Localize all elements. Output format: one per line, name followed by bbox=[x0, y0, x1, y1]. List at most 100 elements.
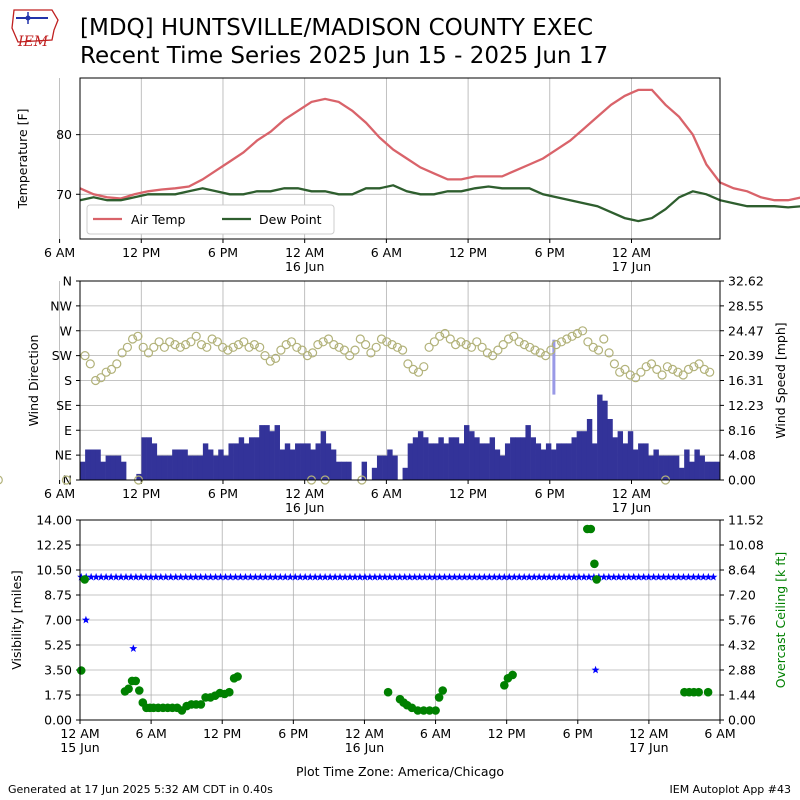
ceiling-point bbox=[80, 575, 89, 584]
wind-direction-point bbox=[128, 334, 138, 344]
wind-direction-point bbox=[599, 334, 609, 344]
wind-speed-bar bbox=[284, 443, 291, 480]
wind-direction-point bbox=[667, 364, 678, 374]
wind-speed-bar bbox=[151, 443, 158, 480]
wind-speed-bar bbox=[602, 400, 608, 480]
visibility-tick-label: 12.25 bbox=[36, 538, 72, 553]
wind-speed-bar bbox=[182, 449, 188, 480]
visibility-point bbox=[281, 572, 290, 581]
wind-direction-point bbox=[540, 351, 551, 361]
x-tick-label: 6 PM bbox=[278, 726, 308, 741]
visibility-point bbox=[614, 572, 623, 581]
wind-speed-tick-label: 4.08 bbox=[728, 448, 756, 463]
wind-speed-bar bbox=[714, 461, 721, 480]
wind-speed-bar bbox=[387, 449, 393, 480]
wind-speed-bar bbox=[202, 443, 209, 480]
wind-speed-bar bbox=[259, 425, 265, 480]
visibility-point bbox=[92, 572, 101, 581]
visibility-point bbox=[405, 572, 414, 581]
y-axis-label-left: Visibility [miles] bbox=[9, 570, 24, 669]
wind-direction-point bbox=[170, 340, 180, 350]
wind-direction-point bbox=[106, 364, 117, 374]
wind-speed-bar bbox=[90, 449, 96, 480]
visibility-point bbox=[306, 572, 315, 581]
ceiling-point bbox=[124, 684, 133, 694]
wind-speed-bar bbox=[689, 461, 695, 480]
wind-direction-point bbox=[466, 342, 477, 352]
wind-direction-point bbox=[398, 345, 408, 355]
visibility-point bbox=[490, 572, 499, 581]
wind-speed-tick-label: 32.62 bbox=[728, 274, 764, 289]
x-tick-label: 12 PM bbox=[449, 245, 487, 260]
visibility-point bbox=[122, 572, 130, 581]
wind-speed-bar bbox=[346, 461, 352, 480]
visibility-point bbox=[81, 615, 90, 624]
wind-speed-tick-label: 24.47 bbox=[728, 323, 764, 338]
visibility-point bbox=[236, 572, 245, 581]
wind-direction-point bbox=[451, 340, 461, 350]
wind-speed-tick-label: 16.31 bbox=[728, 373, 764, 388]
ceiling-point bbox=[438, 686, 448, 695]
wind-direction-point bbox=[191, 331, 201, 341]
wind-direction-point bbox=[339, 345, 349, 355]
visibility-point bbox=[221, 572, 230, 581]
visibility-point bbox=[699, 572, 708, 581]
visibility-point bbox=[619, 572, 628, 581]
visibility-point bbox=[206, 572, 215, 581]
wind-direction-point bbox=[276, 345, 286, 355]
visibility-point bbox=[579, 572, 588, 581]
visibility-point bbox=[326, 572, 335, 581]
y-axis-label-left: Wind Direction bbox=[26, 335, 41, 427]
visibility-point bbox=[550, 572, 559, 581]
ceiling-point bbox=[592, 575, 601, 584]
wind-direction-point bbox=[143, 348, 154, 358]
wind-direction-point bbox=[525, 342, 535, 352]
visibility-point bbox=[415, 572, 424, 581]
x-tick-label: 12 PM bbox=[122, 245, 160, 260]
visibility-point bbox=[515, 572, 524, 581]
x-tick-sublabel: 17 Jun bbox=[629, 740, 668, 755]
wind-speed-tick-label: 20.39 bbox=[728, 348, 764, 363]
visibility-point bbox=[604, 572, 613, 581]
ceiling-point bbox=[135, 686, 144, 695]
visibility-point bbox=[136, 572, 145, 581]
wind-direction-point bbox=[265, 356, 275, 366]
wind-speed-bar bbox=[607, 418, 613, 480]
visibility-point bbox=[704, 572, 713, 581]
wind-speed-bar bbox=[417, 431, 424, 480]
visibility-point bbox=[639, 572, 648, 581]
visibility-point bbox=[420, 572, 429, 581]
wind-direction-point bbox=[572, 328, 583, 339]
wind-direction-point bbox=[96, 373, 106, 383]
wind-speed-bar bbox=[295, 443, 301, 480]
wind-speed-bar bbox=[709, 461, 716, 480]
wind-speed-bar bbox=[248, 437, 255, 480]
ceiling-tick-label: 11.52 bbox=[728, 513, 764, 528]
visibility-point bbox=[591, 665, 600, 674]
wind-speed-bar bbox=[208, 449, 214, 480]
visibility-point bbox=[117, 572, 125, 581]
wind-speed-tick-label: 28.55 bbox=[728, 298, 764, 313]
visibility-point bbox=[599, 572, 608, 581]
ceiling-point bbox=[500, 681, 509, 690]
wind-speed-bar bbox=[464, 425, 470, 480]
visibility-tick-label: 10.50 bbox=[36, 563, 72, 578]
wind-direction-point bbox=[609, 359, 620, 369]
wind-direction-point bbox=[233, 340, 244, 350]
wind-speed-bar bbox=[187, 455, 193, 480]
wind-speed-bar bbox=[515, 437, 521, 480]
wind-direction-point bbox=[604, 348, 614, 358]
wind-speed-bar bbox=[448, 437, 455, 480]
visibility-point bbox=[540, 572, 549, 581]
visibility-point bbox=[664, 572, 673, 581]
wind-direction-point bbox=[286, 337, 297, 347]
wind-direction-point bbox=[313, 340, 323, 350]
x-tick-label: 6 AM bbox=[371, 245, 402, 260]
visibility-point bbox=[181, 572, 190, 581]
wind-speed-bar bbox=[668, 455, 675, 480]
wind-direction-point bbox=[577, 326, 588, 336]
visibility-point bbox=[146, 572, 155, 581]
wind-dir-tick-label: S bbox=[64, 373, 72, 388]
wind-direction-point bbox=[678, 370, 688, 380]
wind-speed-tick-label: 12.23 bbox=[728, 398, 764, 413]
